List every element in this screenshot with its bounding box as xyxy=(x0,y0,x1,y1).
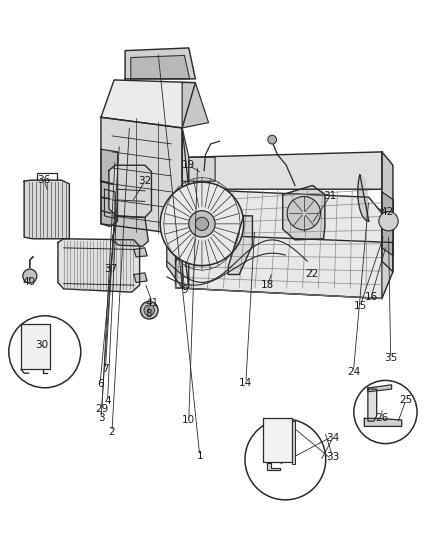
Polygon shape xyxy=(367,389,376,421)
Circle shape xyxy=(23,269,37,283)
Polygon shape xyxy=(104,189,115,219)
Text: 29: 29 xyxy=(95,405,108,414)
Text: 10: 10 xyxy=(182,415,195,425)
Text: 7: 7 xyxy=(102,365,109,374)
Polygon shape xyxy=(175,235,392,298)
Text: 33: 33 xyxy=(325,453,339,462)
Text: 25: 25 xyxy=(399,395,412,405)
Polygon shape xyxy=(58,239,139,292)
Text: 37: 37 xyxy=(104,264,117,274)
Polygon shape xyxy=(125,48,195,79)
Text: 8: 8 xyxy=(145,310,152,319)
Polygon shape xyxy=(182,128,188,288)
Text: 34: 34 xyxy=(325,433,339,443)
Text: 14: 14 xyxy=(239,378,252,387)
Bar xyxy=(21,324,49,369)
Circle shape xyxy=(195,217,208,230)
Polygon shape xyxy=(182,83,208,128)
Polygon shape xyxy=(101,117,182,235)
Circle shape xyxy=(378,212,397,231)
Text: 4: 4 xyxy=(104,396,111,406)
Polygon shape xyxy=(134,273,147,282)
Text: 40: 40 xyxy=(22,278,35,287)
Text: 35: 35 xyxy=(383,353,396,363)
Circle shape xyxy=(286,197,320,230)
Polygon shape xyxy=(134,248,147,257)
Text: 19: 19 xyxy=(182,160,195,170)
Text: 32: 32 xyxy=(138,176,151,186)
Text: 30: 30 xyxy=(35,341,48,350)
Polygon shape xyxy=(381,152,392,272)
Circle shape xyxy=(140,302,158,319)
Text: 41: 41 xyxy=(145,298,159,308)
Circle shape xyxy=(160,182,243,265)
Circle shape xyxy=(188,211,215,237)
Bar xyxy=(263,418,291,462)
Text: 9: 9 xyxy=(180,286,187,295)
Polygon shape xyxy=(166,197,182,288)
Polygon shape xyxy=(357,175,368,221)
Text: 22: 22 xyxy=(304,270,318,279)
Bar xyxy=(291,421,295,464)
Polygon shape xyxy=(266,463,279,470)
Polygon shape xyxy=(131,55,189,79)
Polygon shape xyxy=(112,216,148,246)
Polygon shape xyxy=(109,165,151,217)
Polygon shape xyxy=(228,216,252,274)
Polygon shape xyxy=(367,385,391,392)
Text: 42: 42 xyxy=(380,207,393,217)
Text: 36: 36 xyxy=(37,175,50,185)
Text: 1: 1 xyxy=(196,451,203,461)
Polygon shape xyxy=(381,192,392,256)
Text: 2: 2 xyxy=(108,427,115,437)
Polygon shape xyxy=(364,418,401,426)
Polygon shape xyxy=(24,180,69,239)
Polygon shape xyxy=(188,152,381,189)
Circle shape xyxy=(144,305,154,316)
Polygon shape xyxy=(282,185,324,240)
Text: 15: 15 xyxy=(353,302,366,311)
Polygon shape xyxy=(101,80,195,128)
Text: 24: 24 xyxy=(346,367,359,377)
Polygon shape xyxy=(175,189,381,298)
Circle shape xyxy=(267,135,276,144)
Text: 16: 16 xyxy=(364,293,377,302)
Text: 26: 26 xyxy=(374,414,388,423)
Polygon shape xyxy=(101,149,117,227)
Polygon shape xyxy=(182,128,215,181)
Text: 18: 18 xyxy=(261,280,274,290)
Text: 6: 6 xyxy=(96,379,103,389)
Text: 3: 3 xyxy=(97,414,104,423)
Text: 31: 31 xyxy=(323,191,336,201)
